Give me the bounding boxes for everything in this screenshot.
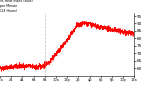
Text: Milwaukee Weather Outdoor Temperature (Red)
vs Heat Index (Blue)
per Minute
(24 : Milwaukee Weather Outdoor Temperature (R… <box>0 0 76 13</box>
